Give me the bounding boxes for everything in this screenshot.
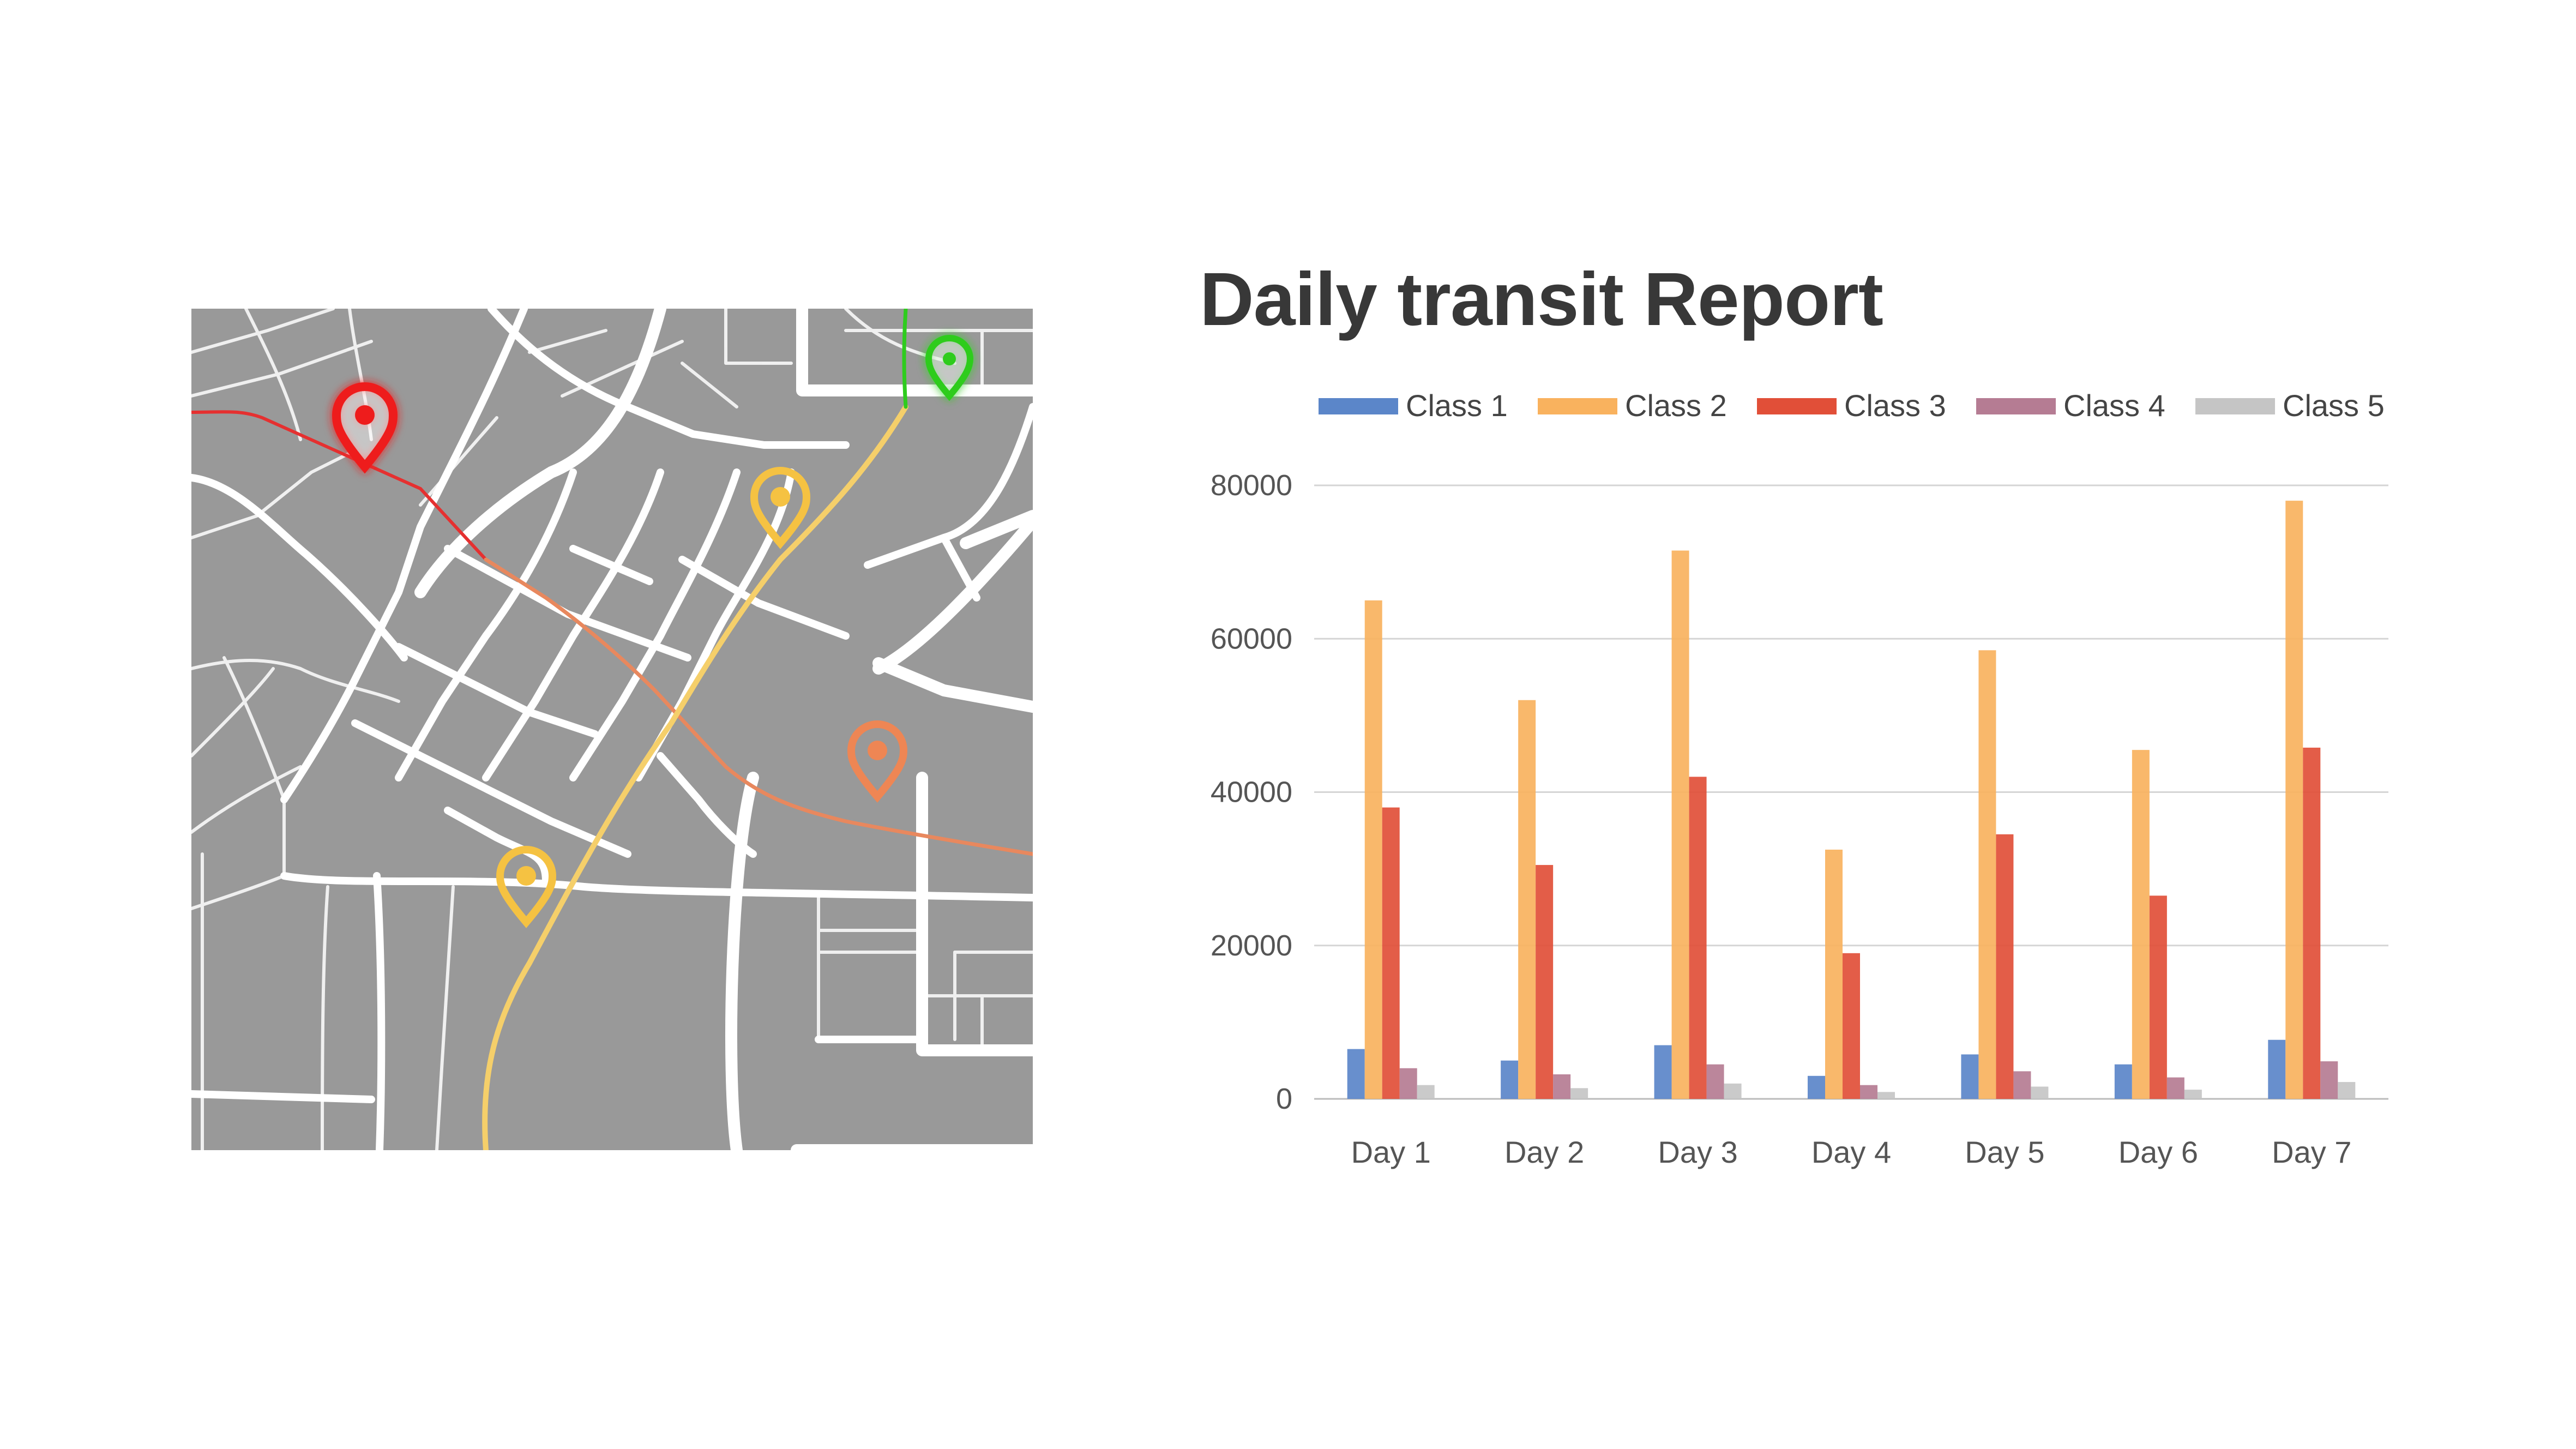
bar-class-3 xyxy=(1689,777,1707,1099)
map-pin-icon[interactable] xyxy=(496,846,557,928)
bar-class-2 xyxy=(1518,700,1536,1099)
route-green xyxy=(902,309,908,409)
bar-class-4 xyxy=(2166,1077,2184,1099)
x-tick-label: Day 3 xyxy=(1658,1135,1737,1169)
legend-label: Class 5 xyxy=(2283,388,2385,423)
legend-label: Class 3 xyxy=(1844,388,1946,423)
y-tick-label: 80000 xyxy=(1211,469,1292,502)
bar-class-1 xyxy=(1961,1054,1979,1099)
bar-class-4 xyxy=(1860,1085,1877,1099)
bar-class-2 xyxy=(1825,849,1843,1099)
bar-class-4 xyxy=(1399,1068,1417,1099)
bar-class-1 xyxy=(1654,1045,1672,1099)
legend-swatch xyxy=(1538,398,1617,414)
bar-class-1 xyxy=(2114,1064,2132,1099)
map-pin-icon[interactable] xyxy=(332,382,398,474)
bar-class-1 xyxy=(1347,1049,1365,1099)
x-tick-label: Day 1 xyxy=(1351,1135,1431,1169)
legend-label: Class 2 xyxy=(1625,388,1727,423)
transit-routes xyxy=(191,309,1033,1150)
legend-swatch xyxy=(1319,398,1398,414)
bar-class-2 xyxy=(2132,750,2150,1099)
map-pins xyxy=(332,335,974,928)
bar-class-1 xyxy=(1501,1060,1519,1099)
report-title: Daily transit Report xyxy=(1200,257,1883,341)
legend-swatch xyxy=(1976,398,2056,414)
bar-class-5 xyxy=(2338,1082,2356,1099)
bar-class-4 xyxy=(1553,1074,1571,1099)
x-tick-label: Day 7 xyxy=(2272,1135,2351,1169)
legend-swatch xyxy=(1757,398,1837,414)
bar-class-4 xyxy=(1706,1064,1724,1099)
bar-class-5 xyxy=(1877,1092,1895,1099)
bar-class-4 xyxy=(2320,1061,2338,1099)
route-orange xyxy=(484,557,1033,856)
bar-class-3 xyxy=(2149,895,2167,1099)
x-tick-label: Day 2 xyxy=(1504,1135,1584,1169)
bar-class-3 xyxy=(2303,747,2321,1099)
bar-class-1 xyxy=(1808,1075,1825,1099)
x-tick-label: Day 5 xyxy=(1965,1135,2044,1169)
legend-label: Class 1 xyxy=(1406,388,1508,423)
bar-class-3 xyxy=(1382,807,1400,1099)
bar-class-2 xyxy=(2285,501,2303,1099)
bar-class-4 xyxy=(2013,1071,2031,1099)
bar-class-5 xyxy=(2031,1086,2049,1099)
route-yellow xyxy=(482,404,908,1150)
bar-class-5 xyxy=(1417,1085,1435,1099)
x-tick-label: Day 6 xyxy=(2118,1135,2198,1169)
map-pin-icon[interactable] xyxy=(925,335,974,401)
bar-class-2 xyxy=(1671,550,1689,1099)
map-pin-icon[interactable] xyxy=(847,720,908,803)
legend-swatch xyxy=(2195,398,2275,414)
bar-class-3 xyxy=(1996,834,2014,1099)
bar-class-5 xyxy=(1570,1088,1588,1099)
bar-class-1 xyxy=(2268,1039,2286,1099)
y-tick-label: 60000 xyxy=(1211,622,1292,655)
bar-class-3 xyxy=(1536,865,1554,1099)
y-tick-label: 0 xyxy=(1276,1083,1292,1115)
map-pin-icon[interactable] xyxy=(750,467,811,549)
city-map xyxy=(191,309,1033,1150)
x-tick-label: Day 4 xyxy=(1811,1135,1891,1169)
bar-class-2 xyxy=(1978,650,1996,1099)
bar-class-5 xyxy=(2184,1090,2202,1099)
bar-class-3 xyxy=(1843,953,1860,1099)
legend-label: Class 4 xyxy=(2063,388,2165,423)
bar-class-5 xyxy=(1724,1083,1742,1099)
route-red xyxy=(191,410,487,561)
y-tick-label: 40000 xyxy=(1211,776,1292,809)
y-tick-label: 20000 xyxy=(1211,929,1292,962)
bar-class-2 xyxy=(1364,600,1382,1099)
